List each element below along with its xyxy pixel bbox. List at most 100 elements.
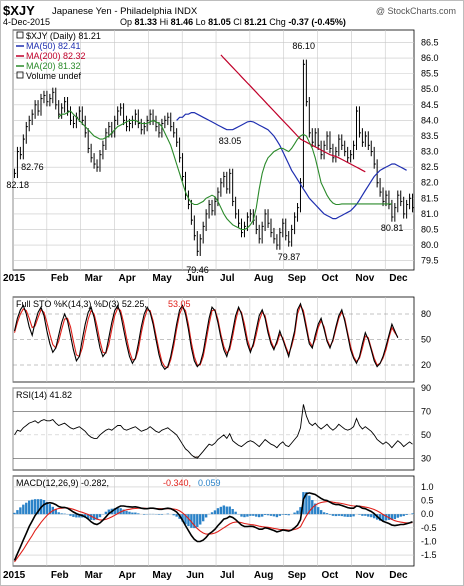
macd-hist-bar [328, 514, 332, 515]
macd-hist-bar [48, 504, 52, 515]
high-value: 81.46 [170, 17, 194, 27]
rsi-oversold-fill [195, 455, 199, 459]
price-legend: $XJY (Daily) 81.21 [26, 31, 101, 41]
macd-hist-bar [255, 514, 258, 517]
quote-line: Op 81.33 Hi 81.46 Lo 81.05 Cl 81.21 Chg … [120, 17, 346, 27]
macd-hist-bar [319, 510, 323, 515]
macd-hist-bar [284, 514, 287, 515]
high-label: Hi [159, 17, 169, 27]
price-axis-tick: 82.5 [421, 162, 439, 172]
macd-hist-bar [225, 506, 228, 515]
macd-axis-month-label: Mar [85, 570, 103, 581]
macd-hist-bar [352, 514, 355, 517]
macd-hist-bar [393, 514, 397, 520]
rsi-axis-tick: 70 [421, 406, 431, 416]
price-axis-month-label: Oct [322, 273, 339, 284]
macd-hist-bar [98, 514, 102, 518]
macd-axis-tick: 0.5 [421, 496, 434, 506]
volume-legend: Volume undef [26, 71, 82, 81]
macd-hist-bar [22, 504, 25, 515]
macd-hist-bar [266, 514, 270, 516]
macd-hist-bar [260, 514, 264, 517]
price-axis-tick: 86.0 [421, 53, 439, 63]
price-axis-tick: 84.5 [421, 100, 439, 110]
price-axis-month-label: Feb [51, 273, 69, 284]
macd-hist-bar [54, 509, 57, 515]
macd-hist-bar [116, 507, 119, 515]
macd-hist-bar [334, 514, 338, 517]
price-axis-month-label: Jul [220, 273, 235, 284]
macd-hist-bar [19, 507, 22, 515]
macd-hist-bar [63, 513, 66, 515]
macd-hist-bar [107, 509, 111, 515]
macd-hist-bar [213, 510, 217, 515]
price-axis-tick: 84.0 [421, 115, 439, 125]
macd-hist-bar [137, 513, 140, 515]
macd-hist-bar [131, 512, 134, 515]
sto-d-value: 53.05 [168, 299, 191, 309]
macd-hist-bar [234, 511, 237, 515]
macd-hist-bar [299, 507, 302, 515]
sto-k-line [13, 302, 399, 371]
quote-date: 4-Dec-2015 [3, 17, 51, 27]
macd-hist-bar [60, 513, 63, 515]
macd-hist-bar [172, 514, 175, 516]
macd-hist-bar [314, 503, 317, 515]
macd-hist-bar [16, 510, 19, 515]
macd-hist-bar [228, 506, 231, 515]
macd-hist-bar [272, 514, 276, 517]
macd-hist-bar [349, 514, 352, 517]
macd-hist-bar [119, 508, 122, 515]
macd-hist-bar [193, 514, 196, 529]
macd-hist-bar [104, 511, 108, 515]
macd-hist-bar [372, 514, 376, 519]
macd-hist-bar [57, 512, 60, 515]
macd-label: MACD(12,26,9) -0.282, [16, 478, 109, 488]
macd-hist-bar [89, 514, 93, 520]
macd-hist-bar [86, 514, 90, 519]
macd-hist-bar [36, 499, 40, 515]
macd-axis-tick: 0.0 [421, 509, 434, 519]
macd-hist-bar [181, 514, 184, 522]
macd-hist-bar [78, 514, 81, 518]
macd-hist-bar [13, 512, 16, 515]
macd-hist-bar [411, 513, 414, 515]
macd-hist-bar [143, 514, 146, 515]
macd-axis-tick: 1.0 [421, 482, 434, 492]
price-axis-month-label: Aug [254, 273, 273, 284]
macd-hist-bar [222, 505, 226, 515]
price-annotation: 86.10 [292, 41, 315, 51]
macd-hist-bar [30, 499, 34, 515]
macd-hist-bar [75, 514, 78, 518]
macd-axis-month-label: Aug [254, 570, 273, 581]
macd-hist-bar [201, 514, 205, 522]
macd-axis-month-label: Sep [288, 570, 306, 581]
rsi-label: RSI(14) 41.82 [16, 390, 72, 400]
macd-axis-month-label: Oct [322, 570, 339, 581]
price-axis-month-label: Nov [355, 273, 374, 284]
macd-hist-bar [405, 514, 408, 515]
price-annotation: 80.81 [381, 223, 404, 233]
macd-axis-tick: -1.5 [421, 550, 437, 560]
macd-hist-bar [187, 514, 190, 527]
macd-hist-bar [216, 508, 220, 515]
macd-hist-bar [337, 514, 341, 516]
macd-hist-bar [196, 514, 199, 527]
macd-hist-bar [240, 514, 243, 517]
macd-hist-bar [28, 500, 31, 515]
price-annotation: 79.46 [186, 265, 209, 275]
ma50-legend: MA(50) 82.41 [26, 41, 81, 51]
macd-hist-bar [122, 509, 125, 515]
macd-axis-month-label: Dec [389, 570, 408, 581]
macd-hist-bar [166, 513, 169, 515]
macd-hist-bar [367, 514, 370, 517]
macd-hist-bar [402, 514, 405, 517]
macd-hist-bar [25, 502, 28, 515]
macd-hist-bar [175, 514, 178, 517]
macd-hist-bar [252, 514, 255, 516]
macd-hist-bar [293, 512, 296, 515]
macd-hist-bar [281, 514, 284, 515]
macd-hist-bar [184, 514, 187, 525]
sto-axis-tick: 50 [421, 335, 431, 345]
